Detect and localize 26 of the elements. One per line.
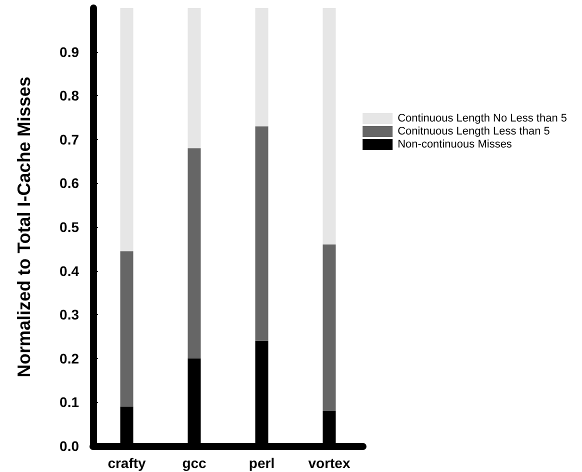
bar [120, 251, 134, 407]
x-tick-label: vortex [308, 455, 350, 471]
bar [255, 126, 268, 341]
bar [188, 8, 201, 148]
bar [322, 244, 336, 411]
y-tick-label: 0.7 [60, 131, 80, 148]
bar [188, 148, 201, 358]
legend-label: Conitnuous Length Less than 5 [398, 126, 550, 138]
x-tick-label: perl [248, 455, 275, 471]
bar [120, 8, 134, 252]
y-tick-label: 0.3 [60, 306, 80, 323]
y-tick-label: 0.5 [60, 219, 80, 235]
x-tick-label: crafty [108, 455, 146, 471]
x-tick-label: gcc [182, 455, 207, 471]
y-tick-label: 0.4 [60, 262, 80, 279]
legend-label: Continuous Length No Less than 5 [398, 112, 568, 124]
y-tick-label: 0.9 [60, 44, 80, 60]
legend-label: Non-continuous Misses [398, 138, 512, 150]
bar [255, 8, 268, 126]
y-tick-label: 0.0 [60, 438, 80, 454]
y-tick-label: 0.6 [60, 175, 80, 192]
y-axis-title: Normalized to Total I-Cache Misses [14, 76, 34, 378]
y-tick-label: 0.2 [60, 350, 80, 366]
y-tick-label: 0.8 [60, 88, 80, 104]
y-tick-label: 0.1 [60, 394, 80, 410]
bar [322, 8, 336, 245]
